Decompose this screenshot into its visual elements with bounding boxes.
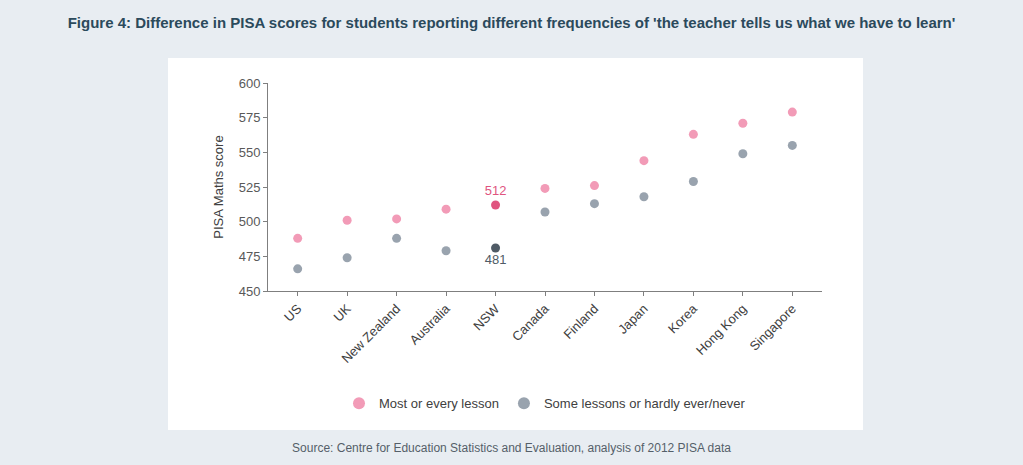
svg-text:550: 550 [239, 145, 261, 160]
svg-text:Japan: Japan [615, 301, 651, 337]
svg-text:NSW: NSW [470, 301, 503, 334]
svg-text:475: 475 [239, 249, 261, 264]
svg-text:Most or every lesson: Most or every lesson [379, 396, 499, 411]
html-text:Source: Centre for Education S: Source: Centre for Education Statistics … [292, 441, 731, 455]
svg-text:Hong Kong: Hong Kong [693, 301, 750, 358]
html-text:Figure 4: Difference in PISA s: Figure 4: Difference in PISA scores for … [67, 14, 956, 31]
svg-text:US: US [281, 301, 305, 325]
svg-text:Canada: Canada [509, 301, 552, 344]
svg-text:450: 450 [239, 284, 261, 299]
svg-text:Singapore: Singapore [747, 301, 800, 354]
svg-text:Finland: Finland [560, 301, 601, 342]
svg-text:UK: UK [330, 301, 354, 325]
svg-text:575: 575 [239, 110, 261, 125]
svg-text:481: 481 [485, 252, 507, 267]
svg-text:New Zealand: New Zealand [339, 301, 404, 366]
svg-text:Australia: Australia [406, 301, 453, 348]
svg-text:PISA Maths score: PISA Maths score [211, 135, 226, 238]
svg-text:Korea: Korea [665, 301, 701, 337]
svg-text:600: 600 [239, 76, 261, 91]
svg-text:525: 525 [239, 180, 261, 195]
svg-text:512: 512 [485, 183, 507, 198]
svg-text:500: 500 [239, 214, 261, 229]
svg-text:Some lessons or hardly ever/ne: Some lessons or hardly ever/never [544, 396, 746, 411]
